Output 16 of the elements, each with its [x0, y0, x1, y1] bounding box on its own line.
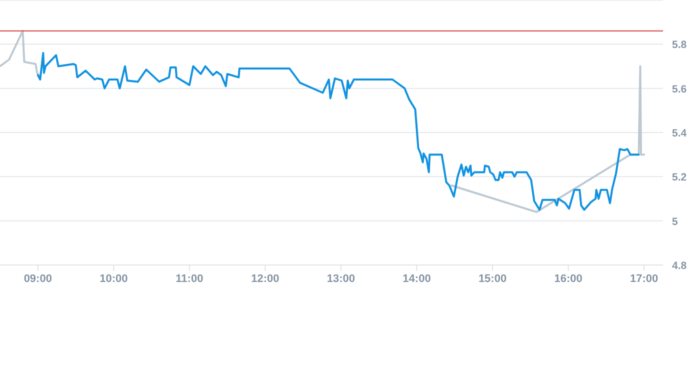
x-tick-label: 17:00: [630, 273, 658, 285]
x-tick-label: 09:00: [24, 273, 52, 285]
y-tick-label: 5.8: [672, 39, 687, 52]
y-tick-label: 5.6: [672, 83, 687, 96]
x-tick-label: 14:00: [402, 273, 431, 285]
x-tick-label: 12:00: [251, 273, 280, 285]
x-tick-label: 16:00: [554, 273, 582, 285]
x-tick-label: 15:00: [478, 273, 507, 285]
y-tick-label: 5: [672, 216, 678, 228]
line-series: [36, 52, 640, 211]
x-tick-label: 13:00: [326, 273, 356, 285]
x-tick-label: 11:00: [176, 273, 204, 285]
y-tick-label: 5.2: [672, 172, 687, 184]
y-tick-label: 4.8: [672, 260, 687, 272]
x-tick-label: 10:00: [100, 273, 128, 285]
y-tick-label: 5.4: [672, 128, 687, 140]
